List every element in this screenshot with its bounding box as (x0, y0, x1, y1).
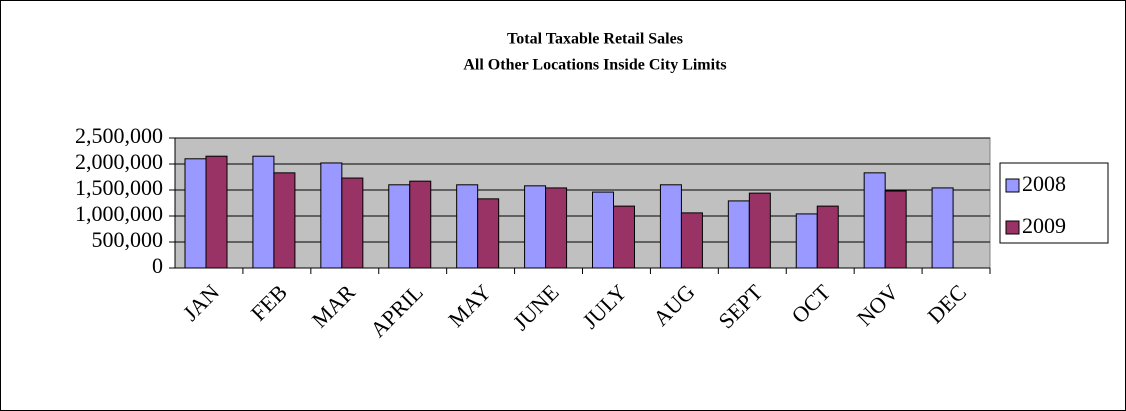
y-tick-label: 1,500,000 (75, 175, 163, 200)
bar (477, 198, 500, 269)
bar (388, 184, 411, 269)
legend-label: 2009 (1022, 213, 1066, 238)
bar (680, 212, 703, 269)
bar (613, 205, 635, 269)
y-tick-label: 0 (152, 253, 163, 278)
bar (795, 213, 818, 269)
chart-subtitle: All Other Locations Inside City Limits (463, 57, 726, 74)
y-tick-label: 1,000,000 (75, 201, 163, 226)
bar (545, 187, 568, 269)
bar (931, 187, 954, 269)
bar (341, 177, 364, 269)
bar (273, 172, 296, 269)
plot-area (174, 137, 991, 269)
bar (184, 158, 207, 269)
bar (456, 184, 479, 269)
y-tick-label: 2,000,000 (75, 149, 163, 174)
legend-swatch (1005, 220, 1020, 235)
legend-label: 2008 (1022, 171, 1066, 196)
bar (252, 155, 275, 269)
chart-title: Total Taxable Retail Sales (507, 31, 683, 48)
bar (816, 205, 839, 269)
y-tick-label: 500,000 (92, 227, 164, 252)
legend-swatch (1005, 178, 1020, 193)
bar (863, 172, 886, 269)
bar (320, 162, 343, 269)
bar (727, 200, 750, 269)
bar (659, 184, 682, 269)
bar (884, 190, 907, 269)
bar (748, 192, 771, 269)
bar (205, 155, 228, 269)
bar (409, 180, 432, 269)
bar (592, 191, 614, 269)
bar (524, 185, 547, 269)
y-tick-label: 2,500,000 (75, 123, 163, 148)
